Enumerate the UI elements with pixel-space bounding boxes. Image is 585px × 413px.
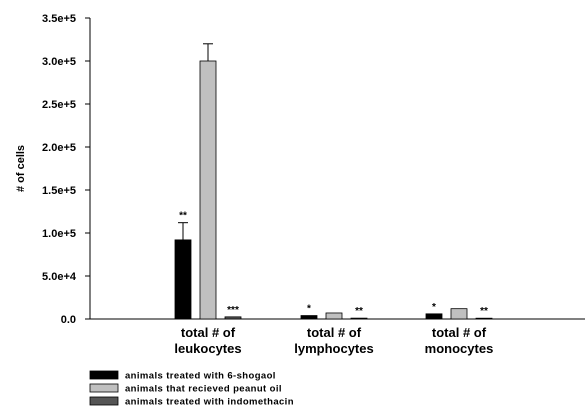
- bar: [224, 316, 242, 320]
- x-category-label: total # of: [307, 325, 362, 340]
- x-category-label: leukocytes: [174, 341, 241, 356]
- plot-area: 0.0 5.0e+4 1.0e+5 1.5e+5 2.0e+5 2.5e+5 3.0e+5 3…: [15, 13, 585, 356]
- y-tick-label: 0.0: [61, 314, 76, 326]
- y-tick-label: 2.0e+5: [42, 142, 76, 154]
- legend-swatch: [89, 396, 119, 406]
- y-tick-label: 1.0e+5: [42, 228, 76, 240]
- x-category-label: total # of: [432, 325, 487, 340]
- significance-label: *: [432, 302, 436, 313]
- bar: [450, 308, 468, 320]
- x-category-label: total # of: [181, 325, 236, 340]
- y-tick-label: 1.5e+5: [42, 185, 76, 197]
- significance-label: **: [179, 211, 187, 222]
- x-category-label: monocytes: [425, 341, 494, 356]
- legend-swatch: [89, 383, 119, 393]
- bar: [350, 317, 368, 320]
- y-axis-title: # of cells: [15, 145, 27, 192]
- y-tick-label: 5.0e+4: [42, 271, 77, 283]
- bar: [325, 312, 343, 320]
- significance-label: *: [307, 304, 311, 315]
- legend-label: animals treated with indomethacin: [125, 397, 294, 408]
- x-category-label: lymphocytes: [294, 341, 373, 356]
- significance-label: **: [480, 306, 488, 317]
- significance-label: **: [355, 306, 363, 317]
- y-tick-label: 3.5e+5: [42, 13, 76, 25]
- legend: animals treated with 6-shogaol animals th…: [89, 370, 294, 408]
- significance-label: ***: [227, 305, 239, 316]
- legend-swatch: [89, 370, 119, 380]
- bar: [174, 239, 192, 320]
- y-tick-label: 3.0e+5: [42, 56, 76, 68]
- y-tick-label: 2.5e+5: [42, 99, 76, 111]
- bar: [475, 317, 493, 320]
- legend-label: animals that recieved peanut oil: [125, 384, 282, 395]
- legend-label: animals treated with 6-shogaol: [125, 371, 276, 382]
- bar: [425, 313, 443, 320]
- bar: [199, 60, 217, 320]
- bar: [300, 315, 318, 320]
